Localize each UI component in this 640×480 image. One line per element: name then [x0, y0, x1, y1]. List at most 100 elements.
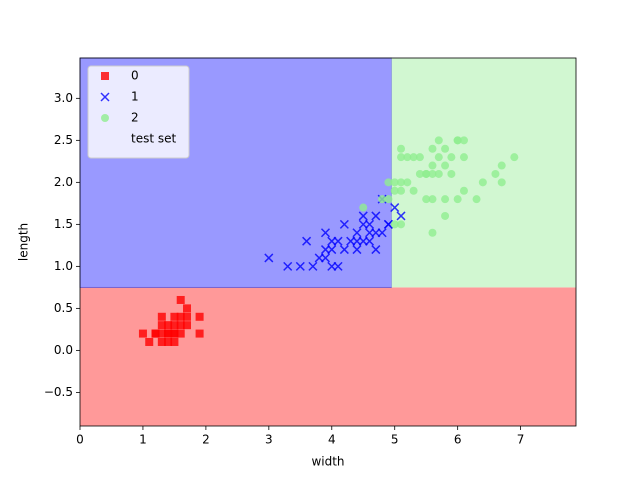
- point: [434, 136, 443, 145]
- legend-label: test set: [131, 132, 176, 146]
- point: [371, 245, 381, 255]
- point: [397, 186, 406, 195]
- point: [428, 161, 437, 170]
- point: [434, 169, 443, 178]
- point: [157, 312, 166, 321]
- point: [441, 195, 450, 204]
- point: [459, 186, 468, 195]
- point: [327, 245, 337, 255]
- point: [409, 186, 418, 195]
- region: [80, 287, 576, 426]
- point: [377, 228, 387, 238]
- x-tick-label: 3: [265, 433, 273, 447]
- point: [447, 169, 456, 178]
- point: [447, 153, 456, 162]
- point: [390, 220, 399, 229]
- y-tick-label: 3.0: [54, 91, 73, 105]
- point: [390, 186, 399, 195]
- point: [472, 195, 481, 204]
- x-tick-label: 6: [454, 433, 462, 447]
- point: [396, 211, 406, 221]
- y-tick-label: 0.5: [54, 301, 73, 315]
- x-tick-label: 4: [328, 433, 336, 447]
- point: [434, 153, 443, 162]
- x-tick-label: 7: [517, 433, 525, 447]
- y-axis-label: length: [17, 223, 31, 261]
- legend-box: [87, 65, 190, 159]
- point: [428, 228, 437, 237]
- point: [352, 245, 362, 255]
- point: [157, 337, 166, 346]
- point: [409, 153, 418, 162]
- point: [195, 312, 204, 321]
- point: [371, 211, 381, 221]
- point: [510, 153, 519, 162]
- point: [365, 219, 375, 229]
- y-tick-label: 2.5: [54, 133, 73, 147]
- point: [422, 195, 431, 204]
- legend-label: 0: [131, 69, 139, 83]
- point: [264, 253, 274, 263]
- point: [415, 169, 424, 178]
- point: [383, 219, 393, 229]
- point: [170, 321, 179, 330]
- y-tick-label: 1.0: [54, 259, 73, 273]
- point: [333, 236, 343, 246]
- point: [397, 144, 406, 153]
- legend-marker: [100, 92, 110, 102]
- point: [151, 329, 160, 338]
- point: [441, 161, 450, 170]
- point: [183, 321, 192, 330]
- legend-marker: [101, 114, 109, 122]
- x-tick-label: 2: [202, 433, 210, 447]
- point: [497, 161, 506, 170]
- x-tick-label: 1: [139, 433, 147, 447]
- point: [397, 220, 406, 229]
- point: [183, 312, 192, 321]
- point: [176, 329, 185, 338]
- point: [365, 236, 375, 246]
- legend-label: 2: [131, 111, 139, 125]
- point: [428, 144, 437, 153]
- point: [453, 195, 462, 204]
- point: [352, 236, 362, 246]
- point: [170, 329, 179, 338]
- point: [157, 329, 166, 338]
- legend-marker: [101, 72, 109, 80]
- point: [183, 304, 192, 313]
- point: [497, 178, 506, 187]
- point: [164, 329, 173, 338]
- legend: 0 1 2 test set: [87, 65, 190, 159]
- point: [157, 321, 166, 330]
- x-tick-label: 0: [76, 433, 84, 447]
- point: [358, 211, 368, 221]
- point: [422, 169, 431, 178]
- y-tick-label: 0.0: [54, 343, 73, 357]
- point: [378, 195, 387, 204]
- point: [145, 337, 154, 346]
- point: [384, 195, 393, 204]
- point: [138, 329, 147, 338]
- point: [403, 178, 412, 187]
- point: [339, 219, 349, 229]
- point: [314, 253, 324, 263]
- point: [459, 153, 468, 162]
- y-tick-label: 1.5: [54, 217, 73, 231]
- point: [170, 312, 179, 321]
- point: [415, 153, 424, 162]
- point: [176, 321, 185, 330]
- point: [478, 178, 487, 187]
- point: [403, 153, 412, 162]
- point: [428, 169, 437, 178]
- point: [320, 228, 331, 238]
- point: [295, 261, 305, 271]
- point: [164, 337, 173, 346]
- point: [441, 144, 450, 153]
- x-tick-label: 5: [391, 433, 399, 447]
- point: [176, 295, 185, 304]
- point: [397, 153, 406, 162]
- point: [339, 245, 349, 255]
- point: [384, 178, 393, 187]
- y-tick-label: −0.5: [44, 385, 73, 399]
